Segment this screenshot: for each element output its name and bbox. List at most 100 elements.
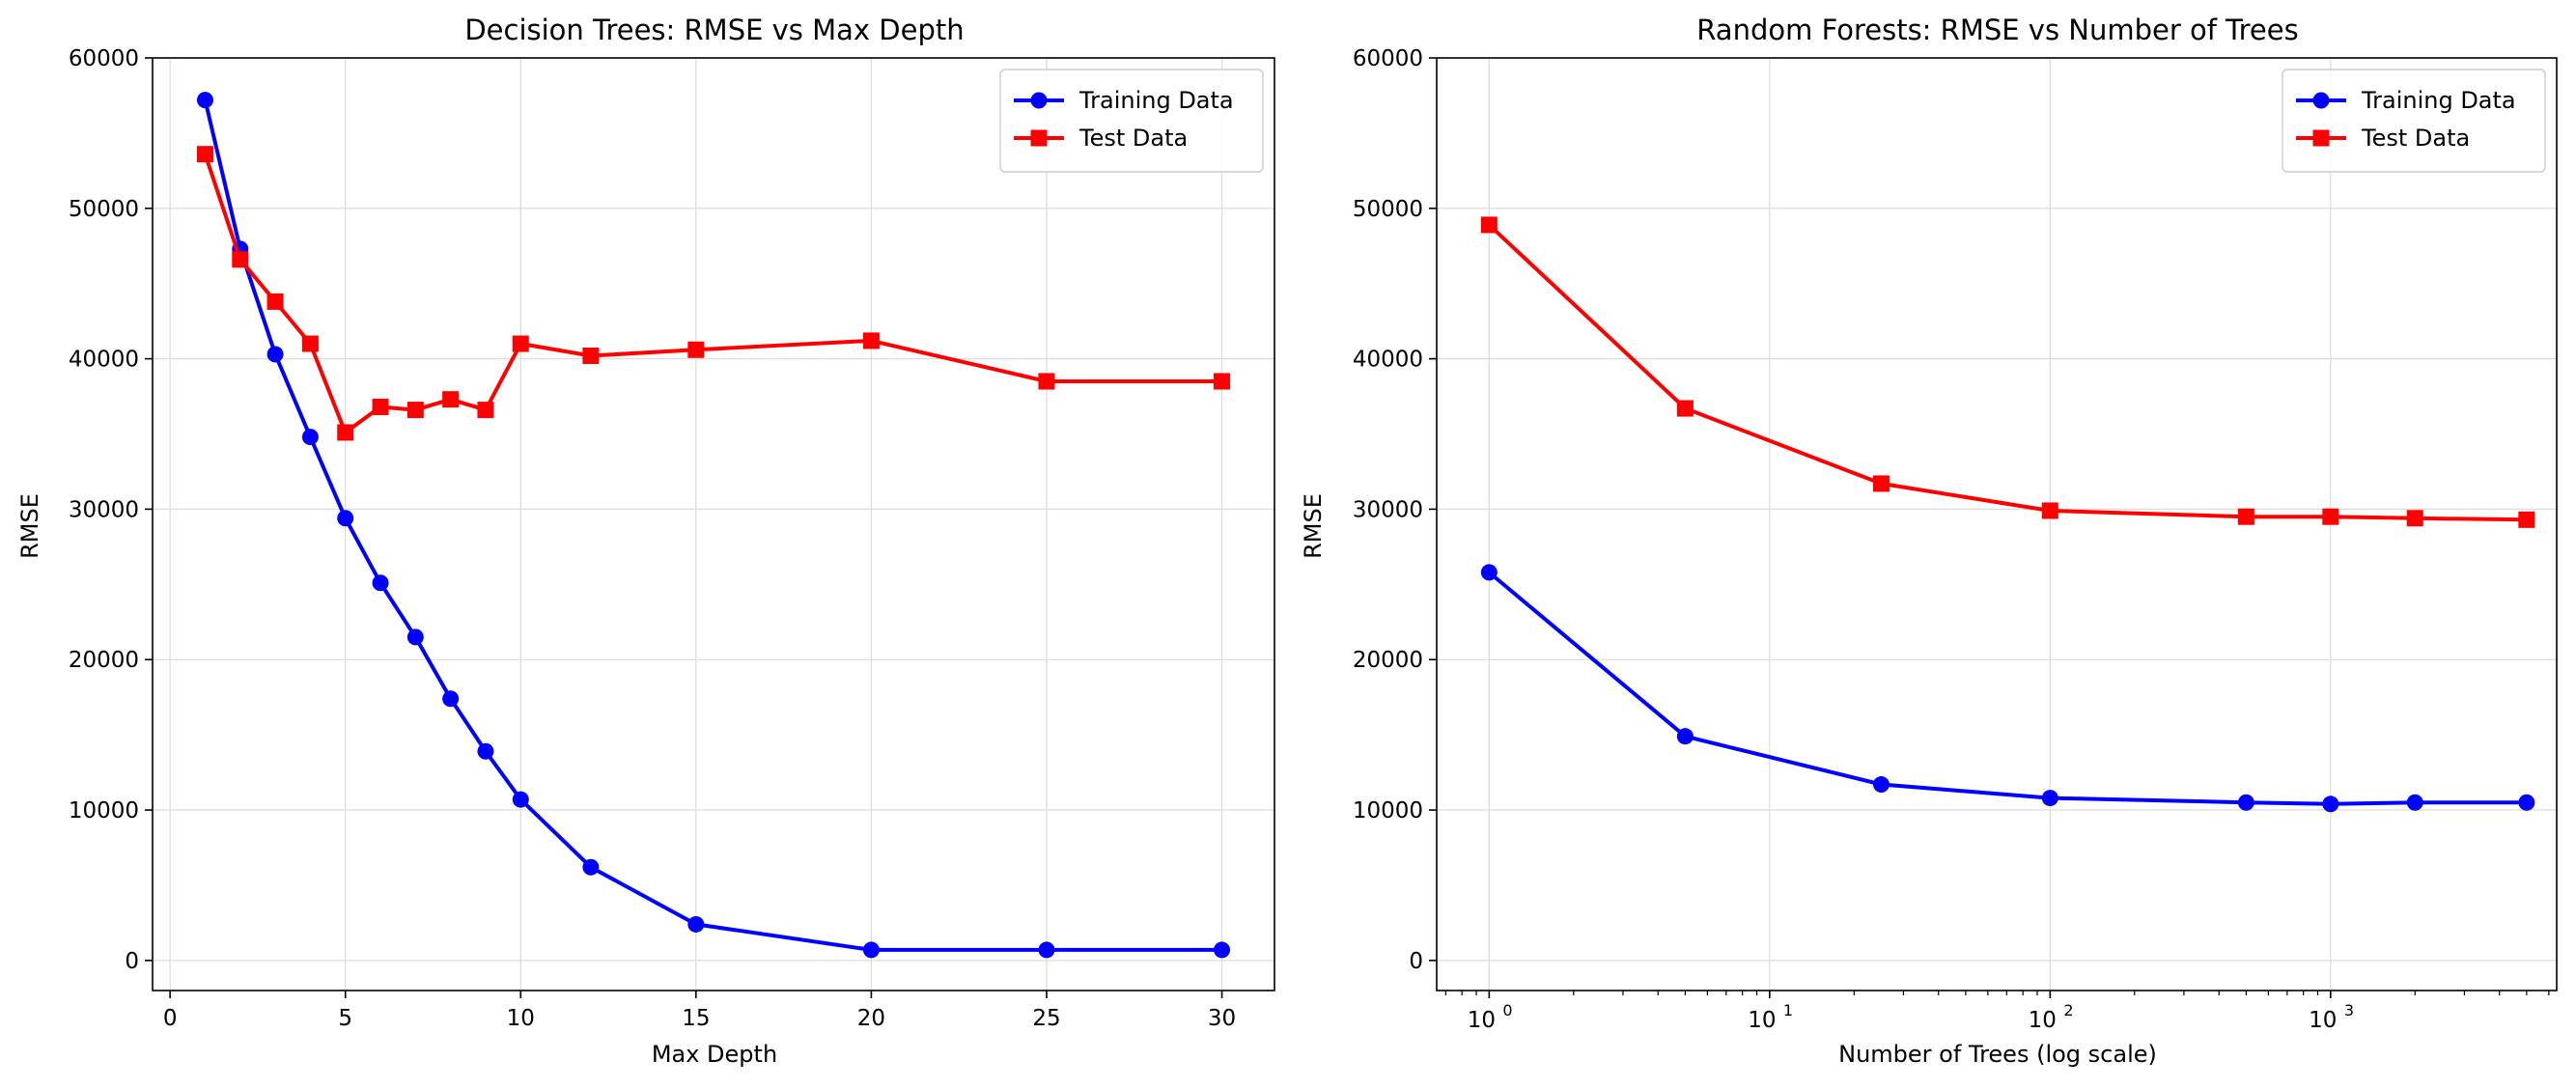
data-point-test [862, 332, 880, 349]
x-axis-label: Max Depth [652, 1041, 777, 1068]
plot-area: 0 10000 20000 30000 40000 50000 60000 0 5 10 15 20 2… [69, 46, 1275, 1031]
data-point-test [512, 335, 529, 352]
series-line-training [1488, 571, 2527, 806]
data-point-test [406, 402, 424, 419]
data-point-training [2406, 794, 2423, 811]
decision-trees-chart: Decision Trees: RMSE vs Max Depth Max De… [16, 14, 1275, 1068]
data-point-training [862, 941, 880, 959]
legend-label: Training Data [2361, 87, 2516, 114]
data-point-training [301, 429, 319, 446]
x-tick-label: 15 [682, 1006, 710, 1031]
x-tick-label-base: 10 [1468, 1008, 1496, 1033]
legend-label: Test Data [1078, 125, 1188, 152]
data-point-test [2406, 510, 2423, 527]
x-tick-label: 20 [857, 1006, 885, 1031]
series-line-test [1487, 223, 2527, 522]
x-tick-label-exponent: 2 [2063, 1001, 2073, 1019]
data-point-test [196, 146, 213, 163]
chart-title: Random Forests: RMSE vs Number of Trees [1696, 14, 2298, 46]
x-tick-label: 0 [163, 1006, 178, 1031]
legend-box [999, 69, 1264, 173]
x-tick-label-base: 10 [2029, 1008, 2057, 1033]
data-point-training [1676, 728, 1694, 745]
x-tick-label-exponent: 0 [1502, 1001, 1512, 1019]
legend-label: Training Data [1078, 87, 1234, 114]
legend-swatch-marker [1030, 92, 1048, 109]
y-tick-label: 40000 [1353, 348, 1423, 373]
data-point-training [442, 690, 460, 708]
data-point-training [1214, 941, 1231, 959]
y-tick-label: 60000 [1353, 46, 1423, 71]
data-point-test [337, 424, 354, 441]
x-tick-label: 25 [1032, 1006, 1060, 1031]
data-point-test [2518, 511, 2535, 528]
data-point-training [477, 742, 494, 760]
data-point-test [372, 398, 389, 415]
legend: Training Data Test Data [999, 69, 1264, 173]
plot-area: 0 10000 20000 30000 40000 50000 60000 10 0 10 1 10 2… [1353, 46, 2558, 1033]
x-tick-label: 30 [1208, 1006, 1236, 1031]
legend-swatch-marker [1030, 129, 1048, 147]
data-point-training [196, 92, 213, 109]
y-tick-label: 10000 [1353, 798, 1423, 824]
legend-swatch-marker [2312, 129, 2330, 147]
x-tick-label: 10 [507, 1006, 535, 1031]
data-point-training [1038, 941, 1055, 959]
data-point-training [2518, 794, 2535, 811]
y-tick-label: 10000 [69, 798, 139, 824]
data-point-test [1480, 216, 1498, 234]
y-tick-label: 50000 [1353, 197, 1423, 222]
data-point-test [232, 251, 249, 268]
data-point-test [2322, 508, 2339, 525]
data-point-test [442, 391, 460, 408]
axes-frame [1436, 57, 2558, 991]
y-tick-label: 60000 [69, 46, 139, 71]
data-point-training [266, 346, 284, 363]
x-tick-label-base: 10 [1748, 1008, 1776, 1033]
x-tick-label-base: 10 [2309, 1008, 2337, 1033]
data-point-test [301, 335, 319, 352]
data-point-training [582, 858, 600, 876]
data-point-training [512, 791, 529, 808]
random-forests-chart: Random Forests: RMSE vs Number of Trees … [1300, 14, 2558, 1068]
axes-frame [152, 57, 1275, 991]
x-axis-label: Number of Trees (log scale) [1838, 1041, 2157, 1068]
data-point-training [406, 628, 424, 646]
data-point-test [1872, 475, 1890, 492]
y-axis-label: RMSE [1300, 493, 1327, 559]
y-axis-label: RMSE [16, 493, 43, 559]
y-tick-label: 30000 [1353, 497, 1423, 522]
data-point-training [687, 915, 705, 933]
data-point-training [1480, 564, 1498, 581]
y-tick-label: 20000 [69, 648, 139, 673]
x-tick-label: 5 [338, 1006, 352, 1031]
x-tick-label-exponent: 1 [1783, 1001, 1793, 1019]
data-point-test [2041, 502, 2058, 519]
legend-box [2282, 69, 2546, 173]
y-tick-label: 0 [1409, 949, 1423, 974]
legend-swatch-marker [2312, 92, 2330, 109]
data-point-training [2041, 790, 2058, 807]
x-tick-label-exponent: 3 [2344, 1001, 2354, 1019]
data-point-test [266, 293, 284, 310]
y-tick-label: 30000 [69, 497, 139, 522]
data-point-training [337, 510, 354, 527]
chart-title: Decision Trees: RMSE vs Max Depth [464, 14, 964, 46]
y-tick-label: 40000 [69, 348, 139, 373]
data-point-test [687, 341, 705, 358]
data-point-test [2237, 508, 2254, 525]
y-tick-label: 50000 [69, 197, 139, 222]
y-tick-label: 0 [125, 949, 139, 974]
legend: Training Data Test Data [2282, 69, 2546, 173]
data-point-training [1872, 776, 1890, 794]
data-point-test [1214, 373, 1231, 390]
data-point-test [1676, 400, 1694, 417]
data-point-training [2322, 796, 2339, 813]
data-point-training [372, 574, 389, 592]
data-point-test [1038, 373, 1055, 390]
data-point-training [2237, 794, 2254, 811]
y-tick-label: 20000 [1353, 648, 1423, 673]
legend-label: Test Data [2361, 125, 2470, 152]
